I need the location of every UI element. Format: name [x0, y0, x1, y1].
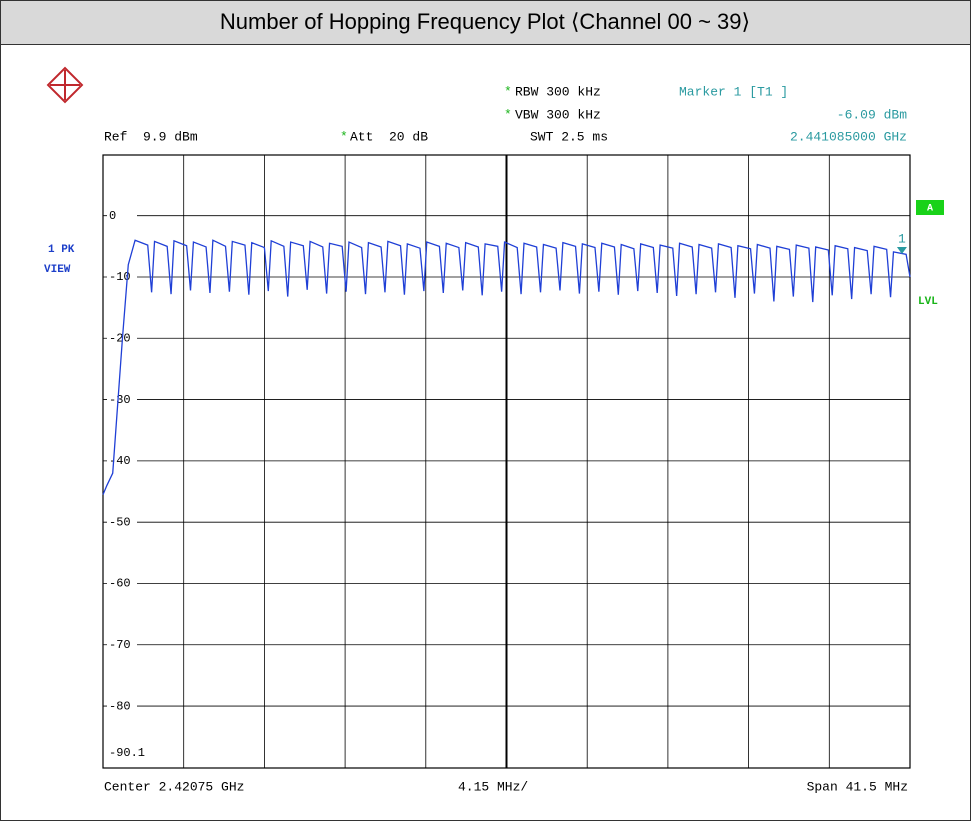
- coupled-flag: *: [504, 84, 512, 99]
- tick-label-bg: [107, 270, 137, 283]
- lvl-label: LVL: [918, 296, 938, 308]
- title-bar: [0, 0, 971, 45]
- swt: SWT 2.5 ms: [530, 129, 608, 144]
- chart-title: Number of Hopping Frequency Plot ⟨Channe…: [220, 9, 750, 34]
- channel-box-label: A: [927, 204, 933, 215]
- tick-label-bg: [107, 454, 137, 467]
- y-tick-label: -90.1: [109, 746, 145, 760]
- span: Span 41.5 MHz: [807, 779, 908, 794]
- y-tick-label: -20: [109, 331, 131, 345]
- channel-box: [916, 200, 944, 215]
- trace-view: VIEW: [44, 264, 71, 276]
- tick-label-bg: [107, 209, 137, 222]
- marker-label: Marker 1 [T1 ]: [679, 84, 788, 99]
- plot-area: 0 -10 -20 -30 -40 -50 -60 -70 -80 -90.1 1: [102, 154, 911, 769]
- rs-logo: [46, 66, 84, 104]
- center-frequency: Center 2.42075 GHz: [104, 779, 244, 794]
- attenuation: Att 20 dB: [350, 129, 428, 144]
- tick-label-bg: [107, 638, 137, 651]
- marker-level: -6.09 dBm: [837, 107, 907, 122]
- tick-label-bg: [107, 393, 137, 406]
- tick-label-bg: [107, 577, 137, 590]
- span-per-div: 4.15 MHz/: [458, 779, 528, 794]
- coupled-flag: *: [504, 107, 512, 122]
- ref-level: Ref 9.9 dBm: [104, 129, 198, 144]
- tick-label-bg: [107, 516, 137, 529]
- tick-label-bg: [107, 700, 137, 713]
- y-tick-label: -30: [109, 393, 131, 407]
- rbw: RBW 300 kHz: [515, 84, 601, 99]
- coupled-flag: *: [340, 129, 348, 144]
- y-tick-label: -60: [109, 577, 131, 591]
- trace: [102, 239, 911, 495]
- y-tick-label: 0: [109, 209, 116, 223]
- y-tick-label: -80: [109, 699, 131, 713]
- vbw: VBW 300 kHz: [515, 107, 601, 122]
- marker: [896, 247, 907, 255]
- y-tick-label: -50: [109, 515, 131, 529]
- y-tick-label: -10: [109, 270, 131, 284]
- y-tick-label: -40: [109, 454, 131, 468]
- y-tick-label: -70: [109, 638, 131, 652]
- marker-number: 1: [898, 231, 906, 246]
- marker-frequency: 2.441085000 GHz: [790, 129, 907, 144]
- trace-mode: 1 PK: [48, 244, 75, 256]
